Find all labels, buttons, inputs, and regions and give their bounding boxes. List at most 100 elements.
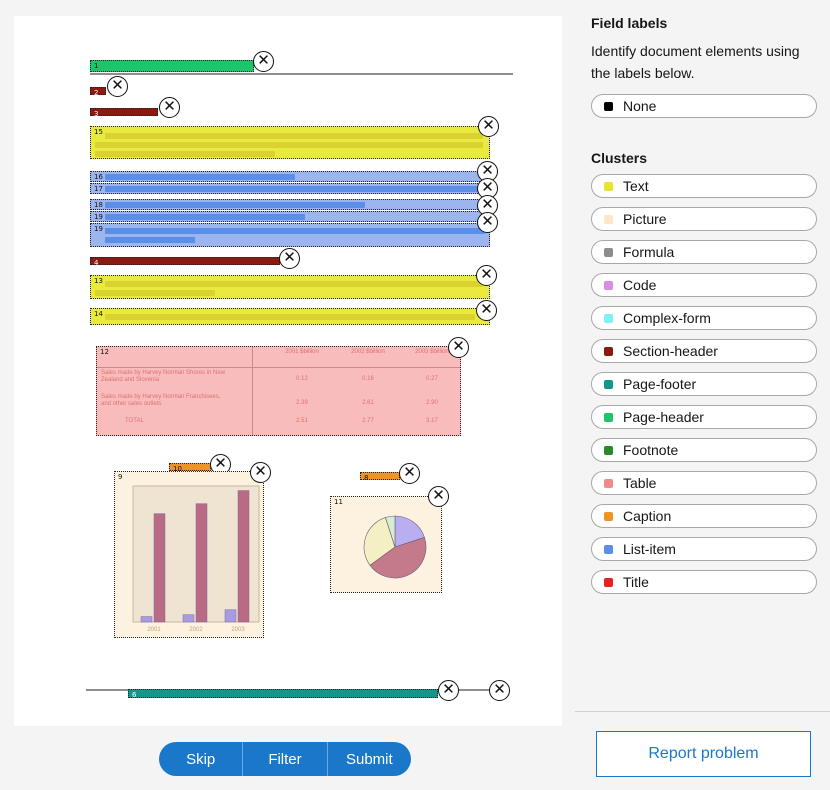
remove-box-icon[interactable]: ✕ bbox=[477, 161, 498, 182]
annotation-box-page-footer[interactable]: 6 bbox=[128, 689, 438, 699]
label-table-button[interactable]: Table bbox=[591, 471, 817, 495]
annotation-box-section-header[interactable]: 2 bbox=[90, 87, 106, 97]
bar-2001-franchisees bbox=[153, 513, 166, 623]
annotation-box-picture[interactable]: 11 bbox=[330, 496, 442, 593]
remove-box-icon[interactable]: ✕ bbox=[489, 680, 510, 701]
text-line bbox=[105, 186, 485, 192]
field-labels-description: Identify document elements using the lab… bbox=[591, 43, 800, 81]
remove-box-icon[interactable]: ✕ bbox=[428, 486, 449, 507]
remove-box-icon[interactable]: ✕ bbox=[279, 248, 300, 269]
remove-box-icon[interactable]: ✕ bbox=[477, 178, 498, 199]
remove-box-icon[interactable]: ✕ bbox=[250, 462, 271, 483]
table-header-2001: 2001 $billion bbox=[285, 349, 319, 355]
remove-box-icon[interactable]: ✕ bbox=[438, 680, 459, 701]
table-cell: 0.27 bbox=[426, 376, 438, 382]
remove-box-icon[interactable]: ✕ bbox=[107, 76, 128, 97]
annotation-box-text[interactable]: 14 bbox=[90, 308, 490, 325]
panel-divider bbox=[575, 711, 830, 712]
label-section-header-button[interactable]: Section-header bbox=[591, 339, 817, 363]
table-cell: 0.16 bbox=[362, 376, 374, 382]
remove-box-icon[interactable]: ✕ bbox=[476, 300, 497, 321]
label-page-header-button[interactable]: Page-header bbox=[591, 405, 817, 429]
text-line bbox=[105, 314, 475, 320]
annotation-box-section-header[interactable]: 4 bbox=[90, 257, 280, 267]
color-swatch-icon bbox=[604, 445, 613, 455]
annotation-box-list-item[interactable]: 19 bbox=[90, 211, 490, 222]
annotation-box-page-header[interactable]: 1 bbox=[90, 60, 254, 72]
label-text: Title bbox=[623, 574, 649, 590]
table-header-2003: 2003 $billion bbox=[415, 349, 449, 355]
annotation-box-table[interactable]: 12 2001 $billion 2002 $billion 2003 $bil… bbox=[96, 346, 461, 436]
label-list-item-button[interactable]: List-item bbox=[591, 537, 817, 561]
remove-box-icon[interactable]: ✕ bbox=[477, 195, 498, 216]
annotation-box-list-item[interactable]: 19 bbox=[90, 223, 490, 247]
remove-box-icon[interactable]: ✕ bbox=[477, 212, 498, 233]
bar-2001-company bbox=[140, 616, 153, 623]
box-number: 2 bbox=[94, 89, 99, 97]
color-swatch-icon bbox=[604, 412, 613, 422]
label-text: Page-footer bbox=[623, 376, 697, 392]
label-caption-button[interactable]: Caption bbox=[591, 504, 817, 528]
filter-button[interactable]: Filter bbox=[242, 742, 326, 776]
label-text: None bbox=[623, 98, 657, 114]
label-text: Formula bbox=[623, 244, 675, 260]
annotation-box-caption[interactable]: 8 bbox=[360, 472, 400, 482]
annotation-box-list-item[interactable]: 16 bbox=[90, 171, 490, 182]
none-swatch-icon bbox=[604, 101, 613, 111]
label-footnote-button[interactable]: Footnote bbox=[591, 438, 817, 462]
label-text: List-item bbox=[623, 541, 676, 557]
label-title-button[interactable]: Title bbox=[591, 570, 817, 594]
label-picture-button[interactable]: Picture bbox=[591, 207, 817, 231]
bar-chart: 2001 2002 2003 bbox=[132, 485, 260, 633]
color-swatch-icon bbox=[604, 247, 613, 257]
annotation-box-list-item[interactable]: 18 bbox=[90, 199, 490, 210]
text-line bbox=[105, 202, 365, 208]
remove-box-icon[interactable]: ✕ bbox=[448, 337, 469, 358]
report-problem-button[interactable]: Report problem bbox=[596, 731, 811, 777]
text-line bbox=[105, 133, 483, 139]
x-tick-label: 2001 bbox=[147, 627, 161, 633]
remove-box-icon[interactable]: ✕ bbox=[399, 463, 420, 484]
box-number: 3 bbox=[94, 110, 99, 118]
table-cell: 2.77 bbox=[362, 418, 374, 424]
color-swatch-icon bbox=[604, 478, 613, 488]
label-complex-form-button[interactable]: Complex-form bbox=[591, 306, 817, 330]
annotation-box-text[interactable]: 13 bbox=[90, 275, 490, 299]
annotation-box-text[interactable]: 15 bbox=[90, 126, 490, 159]
text-line bbox=[105, 237, 195, 243]
table-cell: 2.61 bbox=[362, 400, 374, 406]
color-swatch-icon bbox=[604, 346, 613, 356]
skip-button[interactable]: Skip bbox=[186, 750, 216, 768]
remove-box-icon[interactable]: ✕ bbox=[476, 265, 497, 286]
bar-2002-franchisees bbox=[195, 503, 208, 623]
label-formula-button[interactable]: Formula bbox=[591, 240, 817, 264]
label-page-footer-button[interactable]: Page-footer bbox=[591, 372, 817, 396]
label-text: Picture bbox=[623, 211, 667, 227]
action-button-group: Skip Filter Submit bbox=[159, 742, 411, 776]
box-number: 12 bbox=[100, 348, 109, 356]
text-line bbox=[105, 228, 485, 234]
bar-2002-company bbox=[182, 614, 195, 623]
label-none-button[interactable]: None bbox=[591, 94, 817, 118]
label-text-button[interactable]: Text bbox=[591, 174, 817, 198]
field-labels-heading: Field labels bbox=[591, 15, 668, 31]
annotation-box-section-header[interactable]: 3 bbox=[90, 108, 158, 118]
remove-box-icon[interactable]: ✕ bbox=[210, 454, 231, 475]
box-number: 1 bbox=[94, 62, 99, 70]
remove-box-icon[interactable]: ✕ bbox=[478, 116, 499, 137]
label-text: Footnote bbox=[623, 442, 679, 458]
submit-button[interactable]: Submit bbox=[326, 742, 411, 776]
box-number: 8 bbox=[364, 474, 369, 482]
labels-panel: Field labels Identify document elements … bbox=[575, 0, 830, 790]
text-line bbox=[95, 142, 483, 148]
annotation-box-caption[interactable]: 10 bbox=[169, 463, 211, 473]
annotation-box-picture[interactable]: 9 2001 2002 2003 bbox=[114, 471, 264, 638]
clusters-heading: Clusters bbox=[591, 150, 648, 166]
annotation-box-list-item[interactable]: 17 bbox=[90, 183, 490, 194]
label-code-button[interactable]: Code bbox=[591, 273, 817, 297]
remove-box-icon[interactable]: ✕ bbox=[253, 51, 274, 72]
color-swatch-icon bbox=[604, 577, 613, 587]
pie-slice-computers bbox=[363, 517, 396, 566]
document-canvas[interactable]: 1 ✕ 2 ✕ 3 ✕ 15 ✕ 16 17 18 19 19 ✕ ✕ ✕ ✕ bbox=[14, 16, 562, 726]
remove-box-icon[interactable]: ✕ bbox=[159, 97, 180, 118]
